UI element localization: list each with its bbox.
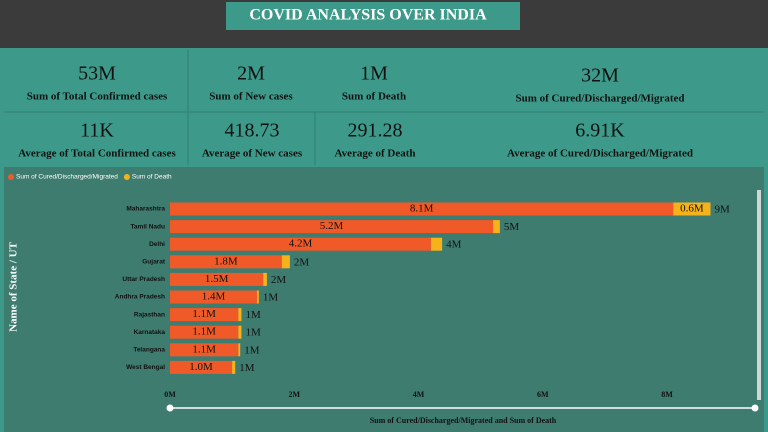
- card-label: Sum of Cured/Discharged/Migrated: [515, 93, 684, 105]
- y-tick-label: Telangana: [133, 347, 165, 354]
- legend-swatch: [8, 174, 14, 180]
- total-label: 1M: [245, 309, 261, 321]
- bar-segment: [170, 220, 494, 234]
- card-value: 291.28: [348, 120, 403, 142]
- y-tick-label: Rajasthan: [134, 311, 165, 318]
- card-label: Average of New cases: [202, 148, 303, 160]
- bar-segment: [170, 272, 264, 286]
- bar-segment: [232, 360, 236, 374]
- y-tick-label: Gujarat: [142, 259, 166, 266]
- x-tick-label: 6M: [537, 390, 549, 399]
- y-tick-label: Tamil Nadu: [130, 223, 165, 230]
- data-label: 1.4M: [202, 291, 226, 303]
- y-tick-label: Andhra Pradesh: [115, 294, 165, 301]
- bar-segment: [170, 343, 239, 357]
- dashboard-title: COVID ANALYSIS OVER INDIA: [249, 7, 487, 24]
- card-label: Average of Death: [334, 148, 415, 160]
- title-box: [226, 2, 520, 30]
- bar-segment: [263, 272, 267, 286]
- x-tick-label: 4M: [413, 390, 425, 399]
- data-label: 1.0M: [189, 361, 213, 373]
- card-value: 53M: [78, 63, 116, 85]
- data-label: 1.5M: [205, 273, 229, 285]
- total-label: 9M: [715, 204, 731, 216]
- card-value: 11K: [80, 120, 114, 142]
- data-label: 1.1M: [192, 343, 216, 355]
- bar-segment: [170, 325, 239, 339]
- card-value: 2M: [237, 63, 265, 85]
- data-label: 1.1M: [192, 326, 216, 338]
- data-label: 1.1M: [192, 308, 216, 320]
- bar-segment: [170, 255, 282, 269]
- total-label: 4M: [446, 239, 462, 251]
- data-label: 1.8M: [214, 255, 238, 267]
- x-tick-label: 0M: [164, 390, 176, 399]
- card-label: Average of Total Confirmed cases: [18, 148, 176, 160]
- y-tick-label: Delhi: [149, 241, 165, 248]
- total-label: 1M: [263, 292, 279, 304]
- card-value: 418.73: [225, 120, 280, 142]
- bar-segment: [281, 255, 290, 269]
- bar-segment: [493, 220, 500, 234]
- bar-segment: [238, 343, 241, 357]
- card-label: Sum of Total Confirmed cases: [27, 91, 168, 103]
- card-value: 1M: [360, 63, 388, 85]
- x-tick-label: 8M: [661, 390, 673, 399]
- bar-segment: [170, 237, 431, 251]
- total-label: 5M: [504, 221, 519, 233]
- legend-label: Sum of Cured/Discharged/Migrated: [16, 174, 118, 181]
- bar-segment: [238, 308, 242, 322]
- total-label: 1M: [244, 344, 260, 356]
- slider-handle[interactable]: [166, 404, 174, 412]
- total-label: 2M: [294, 256, 310, 268]
- total-label: 1M: [245, 327, 261, 339]
- data-label: 8.1M: [410, 203, 434, 215]
- bar-segment: [170, 360, 233, 374]
- bar-segment: [238, 325, 242, 339]
- y-tick-label: West Bengal: [126, 364, 165, 371]
- legend-label: Sum of Death: [132, 174, 172, 181]
- total-label: 2M: [271, 274, 287, 286]
- bar-segment: [430, 237, 443, 251]
- data-label: 5.2M: [320, 220, 344, 232]
- data-label: 4.2M: [289, 238, 313, 250]
- card-label: Sum of Death: [342, 91, 406, 103]
- y-axis-title: Name of State / UT: [8, 241, 20, 331]
- total-label: 1M: [239, 362, 255, 374]
- slider-handle[interactable]: [751, 404, 759, 412]
- bar-segment: [170, 308, 239, 322]
- bar-segment: [170, 202, 674, 216]
- card-label: Average of Cured/Discharged/Migrated: [507, 148, 693, 160]
- card-label: Sum of New cases: [209, 91, 293, 103]
- scrollbar[interactable]: [757, 190, 761, 400]
- x-axis-title: Sum of Cured/Discharged/Migrated and Sum…: [370, 416, 557, 425]
- bar-segment: [170, 290, 257, 304]
- card-value: 32M: [581, 65, 619, 87]
- bar-segment: [256, 290, 259, 304]
- y-tick-label: Karnataka: [134, 329, 166, 336]
- data-label: 0.6M: [680, 203, 704, 215]
- y-tick-label: Uttar Pradesh: [122, 276, 165, 283]
- y-tick-label: Maharashtra: [126, 206, 165, 213]
- x-tick-label: 2M: [288, 390, 300, 399]
- bar-segment: [673, 202, 711, 216]
- card-value: 6.91K: [575, 120, 625, 142]
- legend-swatch: [123, 174, 130, 180]
- cards-panel: [4, 50, 764, 165]
